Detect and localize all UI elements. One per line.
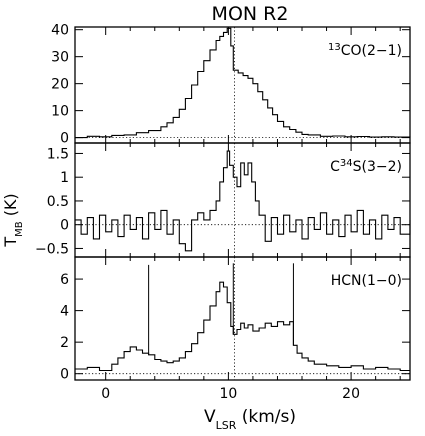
x-axis-label-sub: LSR — [216, 419, 237, 432]
y-tick-label: 0.5 — [47, 194, 69, 210]
y-tick-label: 20 — [51, 77, 69, 93]
y-tick-label: 10 — [51, 104, 69, 120]
y-tick-label: 1.5 — [47, 146, 69, 162]
panel-label: HCN(1−0) — [331, 273, 402, 289]
y-axis-label-tail: (K) — [1, 193, 20, 221]
spectrum-line — [75, 27, 411, 139]
panel-1: −0.5 0 0.5 1 1.5 C34S(3−2) — [35, 142, 411, 258]
panel-frame — [74, 256, 411, 381]
y-axis-label-main: T — [1, 237, 20, 248]
panel-label-text: C — [330, 159, 340, 175]
panel-label-text: CO(2−1) — [341, 43, 402, 59]
panel-0: 0 10 20 30 40 13CO(2−1) — [51, 23, 411, 147]
y-tick-label: 0 — [60, 131, 69, 147]
spectrum-line — [75, 150, 411, 252]
chart-title: MON R2 — [212, 3, 289, 25]
spectrum-line — [75, 281, 410, 372]
y-tick-label: 6 — [60, 272, 69, 288]
y-axis-label-sub: MB — [14, 221, 25, 237]
y-tick-label: 2 — [60, 335, 69, 351]
y-tick-label: 0 — [60, 367, 69, 383]
panel-label: 13CO(2−1) — [328, 42, 402, 60]
panel-label-text: HCN(1−0) — [331, 273, 402, 289]
x-tick-label: 20 — [342, 386, 360, 402]
y-tick-label: 30 — [51, 50, 69, 66]
panel-label-text: S(3−2) — [353, 159, 402, 175]
x-axis-label-tail: (km/s) — [236, 407, 296, 427]
x-tick-label: 10 — [219, 386, 237, 402]
panel-label-superscript: 13 — [328, 42, 341, 53]
y-tick-label: 0 — [60, 218, 69, 234]
x-tick-label: 0 — [101, 386, 110, 402]
y-axis-label: TMB (K) — [1, 193, 25, 247]
y-tick-label: 4 — [60, 304, 69, 320]
panel-label: C34S(3−2) — [330, 158, 402, 176]
y-tick-label: 40 — [51, 23, 69, 39]
x-axis-label: VLSR (km/s) — [204, 407, 296, 432]
y-tick-label: 1 — [60, 170, 69, 186]
panel-label-superscript: 34 — [340, 158, 353, 169]
x-axis-label-main: V — [204, 407, 216, 427]
spectral-panels: 01020304013CO(2−1)−0.500.511.5C34S(3−2)0… — [35, 23, 411, 402]
y-tick-label: −0.5 — [35, 241, 69, 257]
panel-2: 0 2 4 6 HCN(1−0) — [60, 256, 411, 383]
